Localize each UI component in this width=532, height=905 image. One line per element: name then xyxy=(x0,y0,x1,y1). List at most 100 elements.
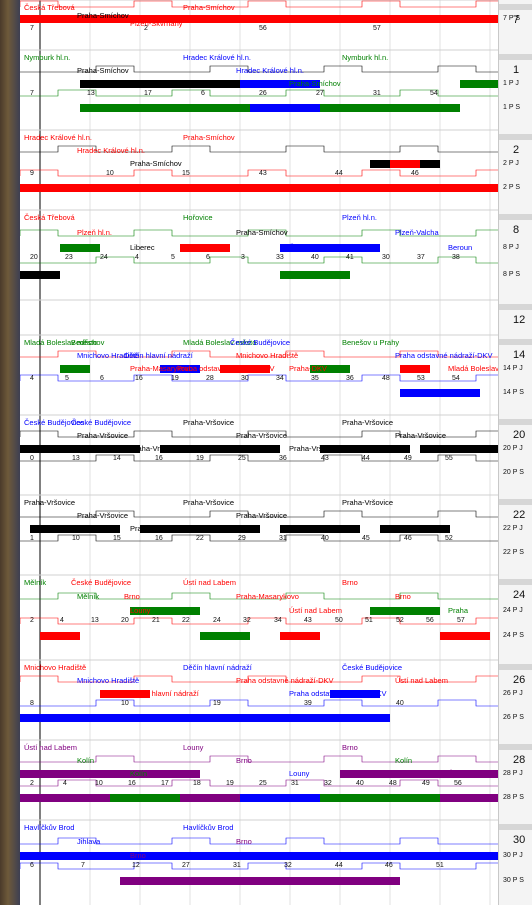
time-number: 17 xyxy=(144,90,152,97)
group-number[interactable]: 20 xyxy=(513,429,526,441)
row-label[interactable]: 2 P J xyxy=(503,160,519,167)
row-label[interactable]: 14 P J xyxy=(503,365,523,372)
service-bar[interactable] xyxy=(320,104,460,112)
service-bar[interactable] xyxy=(230,852,290,860)
service-bar[interactable] xyxy=(440,794,498,802)
row-label[interactable]: 7 P S xyxy=(503,15,520,22)
row-label[interactable]: 20 P J xyxy=(503,445,523,452)
service-bar[interactable] xyxy=(20,714,120,722)
row-label[interactable]: 26 P J xyxy=(503,690,523,697)
group-number[interactable]: 24 xyxy=(513,589,526,601)
service-bar[interactable] xyxy=(400,365,430,373)
group-number[interactable]: 12 xyxy=(513,314,526,326)
service-bar[interactable] xyxy=(280,271,350,279)
row-label[interactable]: 24 P S xyxy=(503,632,524,639)
station-label: Mladá Boleslav město xyxy=(183,338,256,347)
service-bar[interactable] xyxy=(400,389,480,397)
service-bar[interactable] xyxy=(80,445,140,453)
time-number: 50 xyxy=(335,617,343,624)
station-label: Praha-Smíchov xyxy=(183,133,235,142)
row-label[interactable]: 30 P S xyxy=(503,877,524,884)
row-label[interactable]: 1 P S xyxy=(503,104,520,111)
service-bar[interactable] xyxy=(420,445,498,453)
row-label[interactable]: 22 P S xyxy=(503,549,524,556)
service-bar[interactable] xyxy=(120,714,320,722)
outline-line xyxy=(20,454,498,462)
service-bar[interactable] xyxy=(280,525,360,533)
service-bar[interactable] xyxy=(20,15,498,23)
group-number[interactable]: 22 xyxy=(513,509,526,521)
service-bar[interactable] xyxy=(250,104,320,112)
row-label[interactable]: 20 P S xyxy=(503,469,524,476)
service-bar[interactable] xyxy=(320,445,410,453)
service-bar[interactable] xyxy=(240,794,320,802)
row-label[interactable]: 28 P S xyxy=(503,794,524,801)
service-bar[interactable] xyxy=(60,244,100,252)
row-label[interactable]: 28 P J xyxy=(503,770,523,777)
time-number: 54 xyxy=(430,90,438,97)
service-bar[interactable] xyxy=(20,794,110,802)
group-number[interactable]: 7 xyxy=(513,14,520,26)
row-label[interactable]: 2 P S xyxy=(503,184,520,191)
row-label[interactable]: 22 P J xyxy=(503,525,523,532)
station-label: Česká Třebová xyxy=(24,213,76,222)
service-bar[interactable] xyxy=(80,80,240,88)
service-bar[interactable] xyxy=(180,244,230,252)
service-bar[interactable] xyxy=(320,714,390,722)
group-number[interactable]: 26 xyxy=(513,674,526,686)
time-number: 19 xyxy=(213,700,221,707)
circulation-group-2 xyxy=(20,129,498,192)
row-label[interactable]: 8 P S xyxy=(503,271,520,278)
service-bar[interactable] xyxy=(280,244,380,252)
service-bar[interactable] xyxy=(60,365,90,373)
service-bar[interactable] xyxy=(330,690,380,698)
service-bar[interactable] xyxy=(140,525,260,533)
service-bar[interactable] xyxy=(280,632,320,640)
service-bar[interactable] xyxy=(130,607,200,615)
time-number: 40 xyxy=(311,254,319,261)
row-label[interactable]: 24 P J xyxy=(503,607,523,614)
station-label: Mnichovo Hradiště xyxy=(236,351,298,360)
service-bar[interactable] xyxy=(20,184,498,192)
group-number[interactable]: 1 xyxy=(513,64,520,76)
time-number: 44 xyxy=(362,455,370,462)
time-number: 19 xyxy=(196,455,204,462)
group-number[interactable]: 30 xyxy=(513,834,526,846)
service-bar[interactable] xyxy=(390,160,420,168)
row-label[interactable]: 30 P J xyxy=(503,852,523,859)
service-bar[interactable] xyxy=(440,632,490,640)
service-bar[interactable] xyxy=(220,365,270,373)
service-bar[interactable] xyxy=(20,445,80,453)
group-number[interactable]: 28 xyxy=(513,754,526,766)
service-bar[interactable] xyxy=(200,632,250,640)
service-bar[interactable] xyxy=(80,104,250,112)
service-bar[interactable] xyxy=(120,877,400,885)
service-bar[interactable] xyxy=(40,632,80,640)
service-bar[interactable] xyxy=(240,80,320,88)
row-label[interactable]: 14 P S xyxy=(503,389,524,396)
service-bar[interactable] xyxy=(20,271,60,279)
group-number[interactable]: 2 xyxy=(513,144,520,156)
service-bar[interactable] xyxy=(370,607,440,615)
service-bar[interactable] xyxy=(310,365,350,373)
time-number: 29 xyxy=(238,535,246,542)
service-bar[interactable] xyxy=(180,794,240,802)
row-label[interactable]: 1 P J xyxy=(503,80,519,87)
row-label[interactable]: 26 P S xyxy=(503,714,524,721)
group-number[interactable]: 14 xyxy=(513,349,526,361)
time-number: 31 xyxy=(233,862,241,869)
service-bar[interactable] xyxy=(160,445,280,453)
station-label: Praha-Vršovice xyxy=(342,498,393,507)
service-bar[interactable] xyxy=(20,770,200,778)
service-bar[interactable] xyxy=(340,770,498,778)
service-bar[interactable] xyxy=(460,80,498,88)
service-bar[interactable] xyxy=(320,794,440,802)
station-label: Mladá Boleslav xyxy=(448,364,498,373)
row-label[interactable]: 8 P J xyxy=(503,244,519,251)
service-bar[interactable] xyxy=(160,365,200,373)
service-bar[interactable] xyxy=(30,525,120,533)
service-bar[interactable] xyxy=(110,794,180,802)
service-bar[interactable] xyxy=(100,690,150,698)
group-number[interactable]: 8 xyxy=(513,224,520,236)
service-bar[interactable] xyxy=(380,525,450,533)
